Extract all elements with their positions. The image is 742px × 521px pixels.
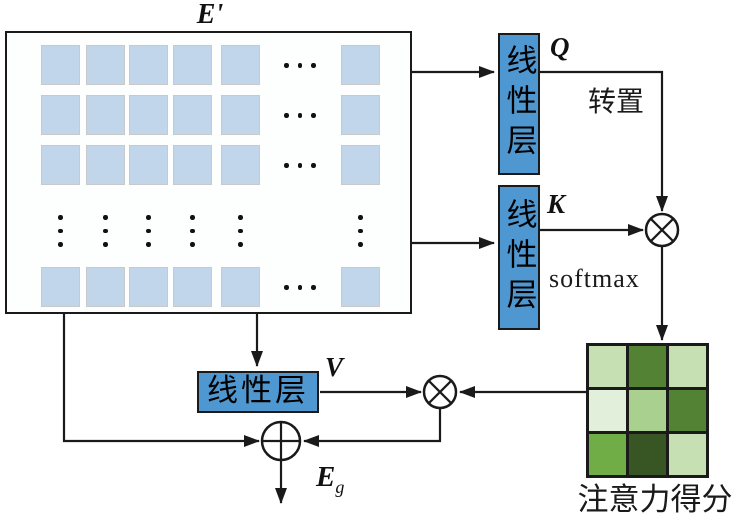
output-label-subscript: g bbox=[335, 477, 345, 497]
matmul2-icon bbox=[422, 374, 458, 410]
q-label: Q bbox=[550, 32, 570, 62]
col-ellipsis-icon bbox=[103, 215, 108, 247]
v-label: V bbox=[325, 352, 344, 382]
attention-cell bbox=[589, 434, 626, 475]
token-cell bbox=[221, 95, 260, 135]
token-cell bbox=[86, 95, 125, 135]
attention-score-label: 注意力得分 bbox=[577, 482, 733, 517]
token-cell bbox=[341, 95, 380, 135]
transpose-label: 转置 bbox=[588, 87, 645, 118]
token-cell bbox=[341, 45, 380, 85]
col-ellipsis-icon bbox=[58, 215, 63, 247]
k-label: K bbox=[547, 189, 566, 219]
token-cell bbox=[86, 267, 125, 307]
linear-layer-k: 线性层 bbox=[498, 185, 540, 330]
token-cell bbox=[341, 145, 380, 185]
token-cell bbox=[129, 145, 168, 185]
token-cell bbox=[129, 267, 168, 307]
token-cell bbox=[221, 267, 260, 307]
input-matrix-box bbox=[5, 31, 412, 314]
token-cell bbox=[129, 95, 168, 135]
linear-layer-v: 线性层 bbox=[197, 371, 319, 413]
token-cell bbox=[41, 267, 80, 307]
row-ellipsis-icon bbox=[284, 113, 316, 118]
token-cell bbox=[221, 45, 260, 85]
token-cell bbox=[173, 45, 212, 85]
token-cell bbox=[86, 145, 125, 185]
attention-cell bbox=[669, 390, 706, 431]
attention-cell bbox=[629, 434, 666, 475]
token-cell bbox=[41, 145, 80, 185]
row-ellipsis-icon bbox=[284, 163, 316, 168]
token-cell bbox=[221, 145, 260, 185]
token-cell bbox=[41, 95, 80, 135]
softmax-label: softmax bbox=[549, 264, 640, 293]
token-cell bbox=[86, 45, 125, 85]
output-label-base: E bbox=[316, 461, 336, 493]
token-cell bbox=[173, 267, 212, 307]
token-cell bbox=[41, 45, 80, 85]
attention-cell bbox=[629, 390, 666, 431]
token-cell bbox=[173, 145, 212, 185]
output-label: Eg bbox=[316, 461, 345, 497]
row-ellipsis-icon bbox=[284, 285, 316, 290]
token-cell bbox=[341, 267, 380, 307]
token-cell bbox=[173, 95, 212, 135]
col-ellipsis-icon bbox=[146, 215, 151, 247]
arrow-matmul2-to-add bbox=[303, 408, 442, 447]
col-ellipsis-icon bbox=[238, 215, 243, 247]
row-ellipsis-icon bbox=[284, 63, 316, 68]
attention-score-matrix bbox=[586, 343, 709, 478]
attention-cell bbox=[629, 346, 666, 387]
linear-layer-q: 线性层 bbox=[498, 33, 540, 175]
token-cell bbox=[129, 45, 168, 85]
add-icon bbox=[260, 420, 302, 462]
matmul1-icon bbox=[644, 212, 680, 248]
attention-cell bbox=[669, 346, 706, 387]
attention-cell bbox=[589, 390, 626, 431]
attention-cell bbox=[589, 346, 626, 387]
input-matrix-label: E' bbox=[196, 0, 224, 30]
attention-cell bbox=[669, 434, 706, 475]
col-ellipsis-icon bbox=[358, 215, 363, 247]
col-ellipsis-icon bbox=[190, 215, 195, 247]
